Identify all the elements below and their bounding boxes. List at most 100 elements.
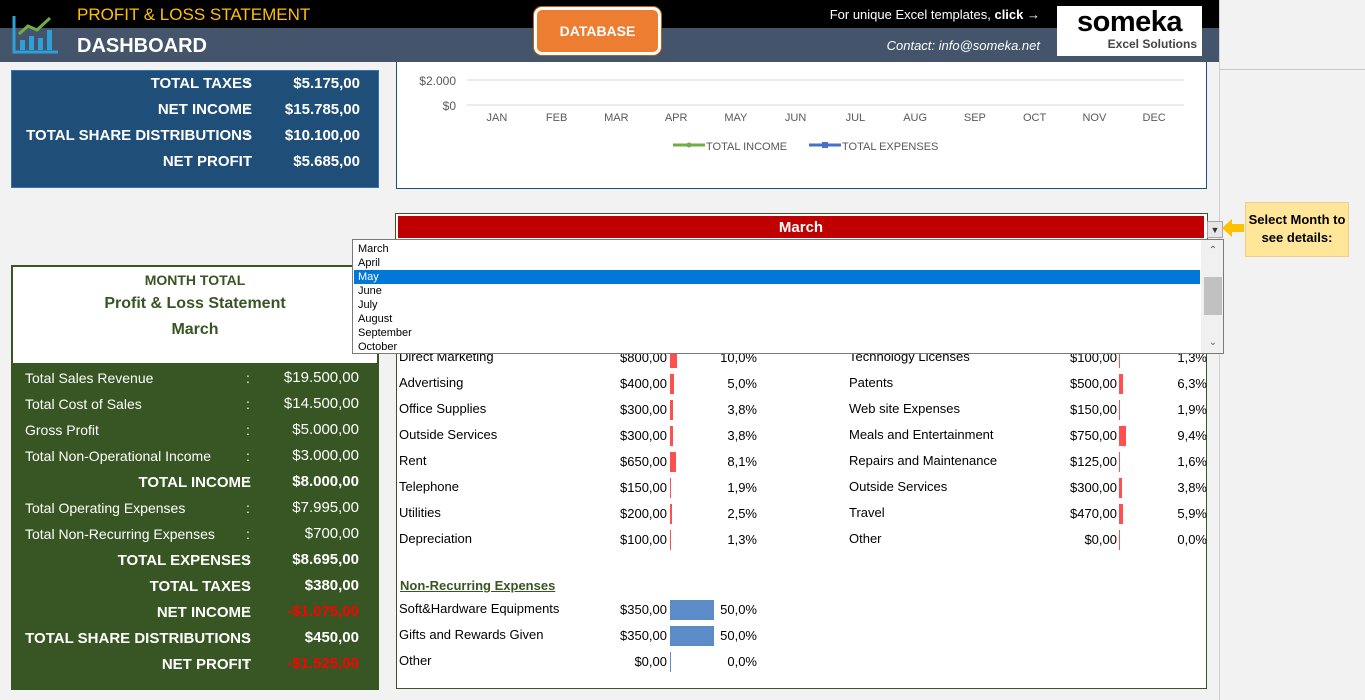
month-total-value: -$1.525,00 [287,655,359,672]
month-total-row: TOTAL SHARE DISTRIBUTIONS: $450,00 [11,624,379,650]
expense-name: Other [399,653,432,668]
expense-name: Web site Expenses [849,401,961,416]
dropdown-option[interactable]: March [358,243,389,255]
month-total-colon: : [246,370,250,386]
summary-colon: : [245,101,250,118]
expense-percent: 0,0% [1177,532,1207,547]
expense-name: Gifts and Rewards Given [399,627,544,642]
expense-bar [1119,504,1123,524]
summary-label: TOTAL SHARE DISTRIBUTIONS [26,127,252,144]
contact-email[interactable]: Contact: info@someka.net [886,38,1040,53]
month-total-colon: : [246,396,250,412]
summary-label: NET PROFIT [162,153,252,170]
month-total-row: Gross Profit: $5.000,00 [11,416,379,442]
selected-month[interactable]: March [398,216,1204,238]
expense-amount: $0,00 [1084,532,1117,547]
expense-percent: 3,8% [727,428,757,443]
month-total-value: -$1.075,00 [287,603,359,620]
month-total-label: TOTAL TAXES [149,578,251,595]
summary-row: TOTAL SHARE DISTRIBUTIONS: $10.100,00 [12,123,380,149]
month-selector[interactable]: March [395,213,1208,241]
brand-name: someka [1076,6,1183,38]
dropdown-option[interactable]: October [358,341,398,353]
scroll-up-icon[interactable]: ⌃ [1208,244,1218,256]
expense-percent: 5,0% [727,376,757,391]
dropdown-option[interactable]: May [354,270,1200,284]
expense-amount: $100,00 [620,532,667,547]
expense-bar [1119,348,1120,368]
expense-percent: 1,9% [1177,402,1207,417]
expense-bar [1119,400,1120,420]
statement-month: March [171,321,219,338]
dropdown-option[interactable]: June [358,285,382,297]
promo-click[interactable]: click → [994,7,1040,22]
scroll-thumb[interactable] [1204,277,1222,315]
expense-bar [1119,426,1126,446]
expense-bar [670,530,671,550]
chart-canvas: $2.000 $0 JAN FEB MAR APR MAY JUN JUL AUG SEP OCT NO… [419,74,1184,153]
expense-row: Office Supplies $300,00 3,8% [399,398,779,420]
x-tick-label: APR [665,112,688,124]
database-button[interactable]: DATABASE [534,7,661,55]
expense-name: Telephone [399,479,459,494]
dropdown-option[interactable]: September [358,327,412,339]
month-total-label: TOTAL EXPENSES [117,552,251,569]
summary-colon: : [245,153,250,170]
expense-name: Depreciation [399,531,472,546]
expense-percent: 2,5% [727,506,757,521]
month-total-row: Total Operating Expenses: $7.995,00 [11,494,379,520]
month-dropdown-list[interactable]: ⌃ ⌄ March April May June July August September… [352,239,1224,354]
promo-link[interactable]: For unique Excel templates, click → [790,7,1040,22]
summary-row: NET PROFIT: $5.685,00 [12,149,380,175]
month-total-heading: MONTH TOTAL [144,272,246,288]
summary-value: $5.175,00 [293,75,360,92]
brand-logo[interactable]: someka Excel Solutions [1057,6,1202,56]
expense-amount: $500,00 [1070,376,1117,391]
month-total-row: Total Cost of Sales: $14.500,00 [11,390,379,416]
month-total-colon: : [246,474,250,490]
expense-bar [670,600,714,620]
app-title: PROFIT & LOSS STATEMENT [77,5,311,24]
expense-name: Repairs and Maintenance [849,453,998,468]
month-total-row: NET PROFIT: -$1.525,00 [11,650,379,676]
month-total-colon: : [246,578,250,594]
month-total-value: $450,00 [304,629,359,646]
expense-bar [670,652,671,672]
expense-percent: 1,3% [727,532,757,547]
dropdown-option[interactable]: April [358,257,381,269]
expense-name: Outside Services [399,427,498,442]
expense-amount: $150,00 [1070,402,1117,417]
x-tick-label: FEB [546,112,567,124]
legend-marker [822,142,828,148]
dropdown-option[interactable]: July [358,299,378,311]
expense-amount: $470,00 [1070,506,1117,521]
month-total-colon: : [246,448,250,464]
left-arrow-icon [1222,219,1244,237]
month-total-value: $8.000,00 [292,473,359,490]
month-total-row: Total Non-Recurring Expenses: $700,00 [11,520,379,546]
expense-row: Other $0,00 0,0% [849,528,1229,550]
month-total-label: Gross Profit [25,422,99,438]
expense-percent: 9,4% [1177,428,1207,443]
expense-bar [670,348,677,368]
expense-row: Repairs and Maintenance $125,00 1,6% [849,450,1229,472]
dropdown-arrow-icon[interactable]: ▼ [1207,221,1223,238]
expense-row: Telephone $150,00 1,9% [399,476,779,498]
expense-row: Web site Expenses $150,00 1,9% [849,398,1229,420]
summary-label: NET INCOME [157,101,252,118]
month-total-colon: : [246,552,250,568]
dropdown-option[interactable]: August [358,313,393,325]
expense-name: Office Supplies [399,401,487,416]
month-total-row: TOTAL EXPENSES: $8.695,00 [11,546,379,572]
expense-percent: 6,3% [1177,376,1207,391]
month-total-colon: : [246,422,250,438]
expense-percent: 1,9% [727,480,757,495]
sheet-margin [1219,0,1365,700]
dropdown-scrollbar[interactable]: ⌃ ⌄ [1201,240,1223,353]
app-header: PROFIT & LOSS STATEMENT DASHBOARD DATABA… [0,0,1219,62]
brand-subtitle: Excel Solutions [1107,37,1197,51]
sheet-divider [1219,69,1365,70]
month-total-label: NET INCOME [156,604,251,621]
scroll-down-icon[interactable]: ⌄ [1208,336,1218,348]
expense-name: Travel [849,505,885,520]
